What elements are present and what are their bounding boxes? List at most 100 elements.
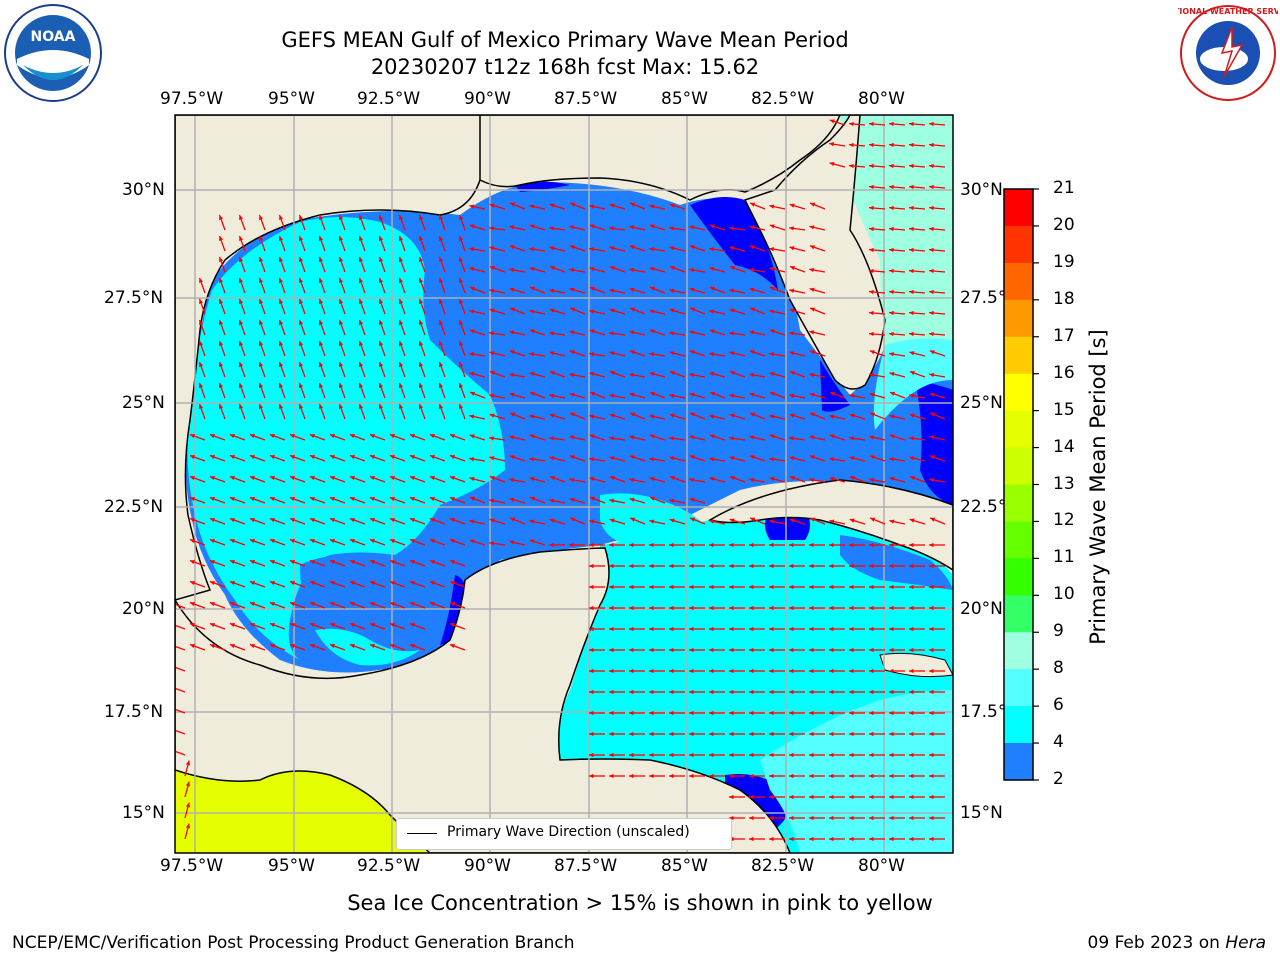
wave-arrow-head bbox=[629, 225, 635, 230]
wave-arrow-head bbox=[909, 331, 914, 337]
wave-arrow-head bbox=[709, 352, 714, 357]
wave-arrow-head bbox=[199, 382, 204, 388]
wave-arrow-head bbox=[489, 371, 495, 376]
wave-arrow-head bbox=[849, 436, 854, 441]
wave-arrow-head bbox=[929, 350, 935, 355]
wave-arrow-head bbox=[189, 539, 195, 544]
wave-arrow-head bbox=[749, 815, 754, 821]
wave-arrow-head bbox=[829, 773, 834, 779]
wave-arrow-head bbox=[549, 266, 555, 271]
wave-arrow-head bbox=[930, 517, 936, 522]
wave-arrow-head bbox=[669, 518, 675, 523]
wave-arrow-head bbox=[650, 286, 656, 291]
wave-arrow-head bbox=[869, 731, 874, 737]
wave-arrow-head bbox=[209, 581, 215, 586]
wave-arrow-head bbox=[749, 372, 755, 378]
wave-arrow-head bbox=[399, 361, 404, 367]
wave-arrow-head bbox=[349, 455, 355, 460]
colorbar-segment bbox=[1004, 262, 1033, 301]
wave-arrow-head bbox=[589, 773, 594, 779]
wave-arrow-head bbox=[690, 517, 696, 522]
wave-arrow-head bbox=[199, 340, 204, 346]
wave-arrow-head bbox=[769, 542, 774, 548]
wave-arrow-head bbox=[829, 542, 834, 548]
wave-arrow-head bbox=[570, 517, 576, 522]
wave-arrow-head bbox=[399, 382, 404, 388]
wave-arrow-head bbox=[849, 393, 855, 398]
wave-arrow-head bbox=[849, 563, 854, 569]
lon-tick-bottom: 82.5°W bbox=[751, 856, 815, 876]
wave-arrow-head bbox=[429, 434, 435, 439]
colorbar-segment bbox=[1004, 373, 1033, 412]
wave-arrow-head bbox=[609, 351, 615, 356]
wave-arrow-head bbox=[829, 689, 834, 695]
wave-arrow-head bbox=[929, 815, 934, 821]
wave-arrow-head bbox=[729, 542, 734, 548]
wave-arrow-head bbox=[249, 644, 255, 649]
wave-arrow-head bbox=[809, 689, 814, 695]
wave-arrow-head bbox=[909, 563, 914, 569]
wave-arrow-head bbox=[489, 203, 495, 208]
colorbar-segment bbox=[1004, 595, 1033, 633]
wave-arrow-head bbox=[509, 497, 515, 502]
wave-arrow-head bbox=[669, 605, 674, 611]
wave-arrow-head bbox=[349, 581, 355, 586]
wave-arrow-head bbox=[199, 361, 204, 367]
wave-arrow-head bbox=[379, 277, 384, 283]
wave-arrow-head bbox=[319, 361, 324, 367]
wave-arrow-head bbox=[529, 539, 535, 544]
noaa-logo: NOAA bbox=[4, 4, 102, 102]
wave-arrow-head bbox=[249, 476, 255, 481]
wave-arrow-head bbox=[649, 371, 655, 377]
wave-arrow-head bbox=[909, 413, 915, 418]
wave-arrow-head bbox=[509, 455, 515, 460]
wave-arrow-head bbox=[849, 815, 854, 821]
wave-arrow-head bbox=[909, 794, 914, 800]
wave-arrow-head bbox=[889, 352, 894, 357]
wave-arrow-head bbox=[219, 235, 224, 241]
wave-arrow-head bbox=[279, 235, 284, 241]
wave-arrow-head bbox=[869, 226, 874, 232]
wave-arrow-head bbox=[869, 773, 874, 779]
wave-arrow-head bbox=[769, 584, 774, 590]
wave-arrow-head bbox=[749, 350, 755, 355]
wave-arrow-head bbox=[359, 277, 364, 283]
wave-arrow-head bbox=[729, 246, 735, 251]
wave-arrow-head bbox=[339, 361, 344, 367]
wave-arrow-head bbox=[829, 563, 834, 569]
wave-arrow-head bbox=[629, 267, 635, 273]
wave-arrow-head bbox=[869, 836, 874, 842]
wave-arrow-head bbox=[669, 752, 674, 758]
wave-arrow-head bbox=[869, 477, 875, 483]
wave-arrow-head bbox=[389, 623, 395, 628]
wave-arrow-head bbox=[669, 731, 674, 737]
wave-arrow-head bbox=[509, 477, 515, 483]
wave-arrow-head bbox=[549, 476, 555, 481]
wave-arrow-head bbox=[809, 330, 815, 335]
lat-tick-right: 15°N bbox=[960, 803, 1003, 823]
wave-arrow-head bbox=[669, 689, 674, 695]
wave-arrow-head bbox=[869, 563, 874, 569]
wave-arrow-head bbox=[729, 226, 734, 231]
wave-arrow-head bbox=[259, 277, 264, 283]
wave-arrow-head bbox=[470, 391, 476, 396]
wave-arrow-head bbox=[709, 414, 715, 419]
wave-arrow-head bbox=[409, 602, 415, 607]
wave-arrow-head bbox=[429, 518, 435, 523]
colorbar-tick-label: 20 bbox=[1053, 214, 1075, 235]
wave-arrow-head bbox=[409, 434, 415, 439]
wave-arrow-head bbox=[259, 403, 264, 409]
wave-arrow-head bbox=[299, 235, 304, 241]
wave-arrow-head bbox=[339, 214, 344, 220]
wave-arrow-head bbox=[629, 752, 634, 758]
wave-arrow-head bbox=[249, 497, 255, 502]
wave-arrow-head bbox=[419, 298, 424, 304]
wave-arrow-head bbox=[709, 605, 714, 611]
wave-arrow-head bbox=[929, 647, 934, 653]
wave-arrow-head bbox=[449, 644, 455, 649]
wave-arrow-head bbox=[689, 689, 694, 695]
wave-arrow-head bbox=[229, 518, 235, 523]
wave-arrow-head bbox=[379, 340, 384, 346]
wave-arrow-head bbox=[589, 414, 595, 419]
wave-arrow-head bbox=[769, 476, 775, 482]
